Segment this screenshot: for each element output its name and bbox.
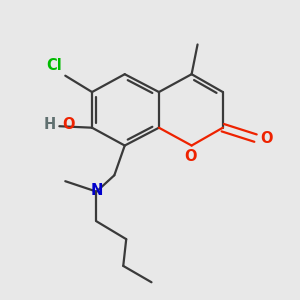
Text: Cl: Cl xyxy=(46,58,62,73)
Text: N: N xyxy=(90,183,103,198)
Text: O: O xyxy=(184,148,197,164)
Text: O: O xyxy=(260,130,272,146)
Text: O: O xyxy=(62,117,75,132)
Text: H: H xyxy=(44,117,56,132)
